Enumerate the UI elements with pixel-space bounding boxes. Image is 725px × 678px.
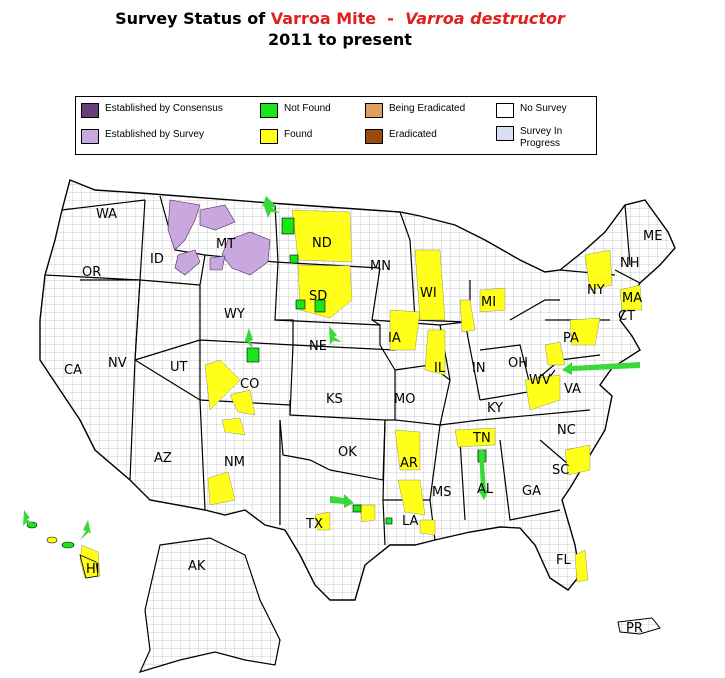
found-counties [79,209,643,583]
puerto-rico-outline [617,617,661,635]
state-label-ks: KS [326,392,343,407]
state-label-pa: PA [563,331,579,346]
state-label-hi: HI [86,562,100,577]
state-label-az: AZ [154,451,172,466]
state-label-mn: MN [370,259,391,274]
title-scientific-name: Varroa destructor [405,9,565,28]
state-label-co: CO [240,377,259,392]
legend: Established by Consensus Established by … [75,96,597,155]
legend-item-no-survey: No Survey [496,103,567,118]
legend-item-established-consensus: Established by Consensus [81,103,223,118]
state-label-ma: MA [622,291,642,306]
state-label-wi: WI [420,286,437,301]
title-prefix: Survey Status of [115,9,271,28]
legend-swatch [81,103,99,118]
legend-item-established-survey: Established by Survey [81,129,204,144]
state-label-la: LA [402,514,419,529]
legend-swatch [81,129,99,144]
state-label-ne: NE [309,339,327,354]
state-label-va: VA [564,382,581,397]
legend-swatch [496,126,514,141]
legend-swatch [260,103,278,118]
legend-label: Eradicated [389,129,437,140]
title-separator: - [376,9,406,28]
legend-item-survey-in-progress: Survey In Progress [496,126,586,150]
state-label-tx: TX [305,517,323,532]
state-label-wy: WY [224,307,245,322]
legend-label: Not Found [284,103,331,114]
state-label-ct: CT [618,309,635,324]
arrow-icon [23,510,34,526]
state-label-nd: ND [312,236,332,251]
hawaii-islands [26,521,99,579]
state-boundaries [44,195,641,546]
state-label-ca: CA [64,363,82,378]
state-label-mt: MT [216,237,235,252]
state-label-id: ID [150,252,164,267]
state-labels: WA OR ID MT WY NV CA UT AZ CO NM ND SD N… [64,207,662,636]
title-common-name: Varroa Mite [270,9,377,28]
state-label-oh: OH [508,356,528,371]
legend-item-being-eradicated: Being Eradicated [365,103,465,118]
state-label-sd: SD [309,289,327,304]
legend-swatch [260,129,278,144]
state-label-sc: SC [552,463,569,478]
legend-swatch [365,103,383,118]
state-label-ky: KY [487,401,503,416]
state-label-ut: UT [170,360,188,375]
legend-label: Survey In Progress [520,126,563,149]
state-label-al: AL [477,482,494,497]
state-label-pr: PR [626,621,643,636]
legend-label: Found [284,129,313,140]
indicator-arrows [23,196,640,540]
arrow-icon [330,494,354,508]
arrow-icon [329,326,342,345]
legend-swatch [365,129,383,144]
established-survey-counties [167,199,271,276]
arrow-icon [478,450,489,500]
state-label-wa: WA [96,207,117,222]
state-label-ar: AR [400,456,418,471]
arrow-icon [80,520,91,540]
arrow-icon [262,196,280,218]
legend-item-found: Found [260,129,312,144]
arrow-icon [244,328,254,350]
state-label-nc: NC [557,423,576,438]
state-label-me: ME [643,229,662,244]
legend-item-not-found: Not Found [260,103,331,118]
state-label-ia: IA [388,331,401,346]
legend-label: No Survey [520,103,567,114]
state-label-or: OR [82,265,101,280]
state-label-ok: OK [338,445,357,460]
state-label-ga: GA [522,484,541,499]
title-line-1: Survey Status of Varroa Mite - Varroa de… [0,8,680,29]
state-label-ak: AK [188,559,206,574]
state-label-tn: TN [472,431,491,446]
arrow-icon [562,362,640,375]
not-found-counties [246,217,487,525]
us-county-map: WA OR ID MT WY NV CA UT AZ CO NM ND SD N… [23,179,676,673]
legend-item-eradicated: Eradicated [365,129,437,144]
state-label-mo: MO [394,392,415,407]
state-label-il: IL [434,361,446,376]
state-label-in: IN [472,361,486,376]
state-label-ms: MS [432,485,451,500]
legend-swatch [496,103,514,118]
state-label-ny: NY [587,283,605,298]
state-label-fl: FL [556,553,571,568]
alaska-outline [138,537,281,673]
legend-label: Being Eradicated [389,103,466,114]
state-label-nv: NV [108,356,127,371]
state-label-mi: MI [481,295,496,310]
map-title: Survey Status of Varroa Mite - Varroa de… [0,8,680,50]
state-label-wv: WV [529,373,551,388]
title-period: 2011 to present [268,30,412,49]
legend-label: Established by Survey [105,129,204,140]
state-label-nm: NM [224,455,245,470]
legend-label: Established by Consensus [105,103,223,114]
state-label-nh: NH [620,256,640,271]
